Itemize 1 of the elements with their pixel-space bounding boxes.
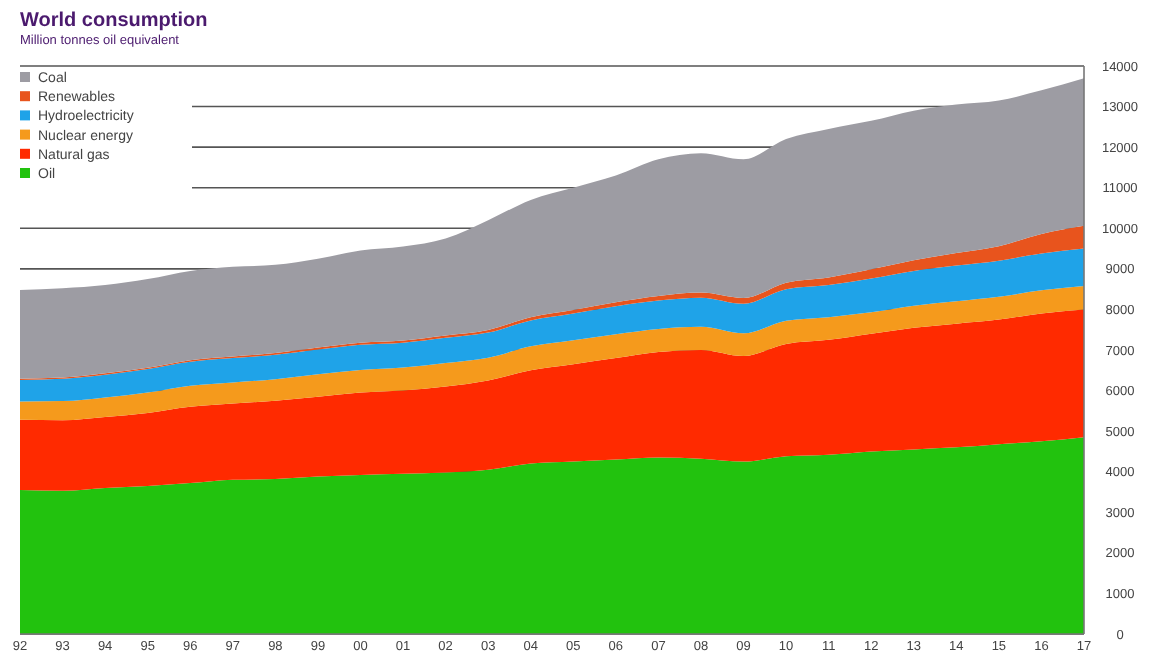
chart-title: World consumption <box>20 10 208 32</box>
